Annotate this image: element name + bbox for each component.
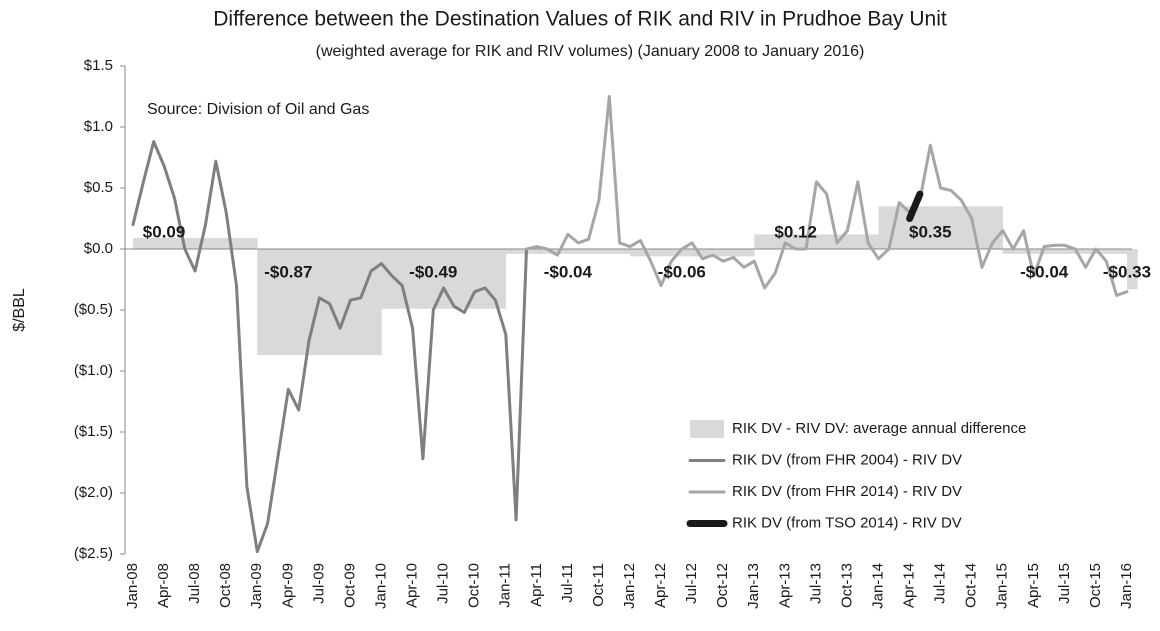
x-tick-label: Oct-08 — [217, 563, 234, 608]
y-tick-label: ($2.0) — [74, 484, 113, 501]
x-tick-label: Jul-10 — [435, 563, 452, 604]
line-series — [525, 95, 1129, 297]
data-label: $0.35 — [909, 222, 952, 241]
x-tick-label: Oct-11 — [590, 563, 607, 607]
x-tick-label: Jul-09 — [310, 563, 327, 604]
y-tick-label: ($0.5) — [74, 301, 113, 318]
data-label: -$0.33 — [1103, 262, 1151, 281]
x-tick-label: Jan-08 — [124, 563, 141, 609]
x-tick-label: Jul-14 — [932, 563, 949, 604]
legend-label: RIK DV - RIV DV: average annual differen… — [732, 420, 1026, 437]
x-tick-label: Apr-13 — [776, 563, 793, 608]
data-label: $0.09 — [143, 222, 186, 241]
y-tick-label: ($1.5) — [74, 423, 113, 440]
data-label: -$0.04 — [544, 262, 593, 281]
x-tick-label: Jan-13 — [745, 563, 762, 609]
x-tick-label: Oct-14 — [963, 563, 980, 608]
x-tick-label: Jan-14 — [869, 563, 886, 609]
x-tick-label: Jan-10 — [372, 563, 389, 609]
x-tick-label: Oct-15 — [1087, 563, 1104, 608]
source-note: Source: Division of Oil and Gas — [147, 101, 369, 118]
x-tick-label: Jan-09 — [248, 563, 265, 609]
y-tick-label: ($1.0) — [74, 362, 113, 379]
x-tick-label: Apr-08 — [155, 563, 172, 608]
x-tick-label: Jan-16 — [1118, 563, 1135, 609]
x-tick-label: Jul-08 — [186, 563, 203, 604]
legend-label: RIK DV (from FHR 2004) - RIV DV — [732, 451, 962, 468]
y-tick-label: $1.0 — [84, 118, 113, 135]
data-label: -$0.49 — [409, 262, 457, 281]
x-tick-label: Oct-13 — [838, 563, 855, 608]
x-tick-label: Jul-15 — [1056, 563, 1073, 604]
data-label: $0.12 — [774, 222, 817, 241]
x-tick-label: Oct-10 — [466, 563, 483, 608]
line-series — [131, 140, 528, 554]
x-tick-label: Oct-12 — [714, 563, 731, 608]
x-tick-label: Jan-15 — [994, 563, 1011, 609]
x-tick-label: Jan-11 — [497, 563, 514, 608]
y-axis-label: $/BBL — [11, 288, 28, 332]
x-tick-label: Apr-10 — [404, 563, 421, 608]
x-tick-label: Apr-09 — [279, 563, 296, 608]
y-tick-label: ($2.5) — [74, 545, 113, 562]
area-annual-difference — [133, 206, 1138, 356]
x-tick-label: Apr-11 — [528, 563, 545, 607]
data-label: -$0.87 — [264, 262, 312, 281]
data-label: -$0.04 — [1020, 262, 1069, 281]
y-tick-label: $0.5 — [84, 179, 113, 196]
x-tick-label: Jul-11 — [559, 563, 576, 603]
x-tick-label: Jan-12 — [621, 563, 638, 609]
legend-label: RIK DV (from TSO 2014) - RIV DV — [732, 514, 962, 531]
chart-subtitle: (weighted average for RIK and RIV volume… — [316, 43, 865, 60]
legend-label: RIK DV (from FHR 2014) - RIV DV — [732, 483, 962, 500]
line-series — [906, 190, 924, 222]
x-tick-label: Oct-09 — [341, 563, 358, 608]
legend-swatch — [690, 420, 724, 438]
data-label: -$0.06 — [658, 262, 706, 281]
y-tick-label: $0.0 — [84, 240, 113, 257]
x-tick-label: Apr-15 — [1025, 563, 1042, 608]
x-tick-label: Jul-12 — [683, 563, 700, 604]
y-tick-label: $1.5 — [84, 57, 113, 74]
chart-title: Difference between the Destination Value… — [213, 8, 947, 31]
x-tick-label: Jul-13 — [807, 563, 824, 604]
x-tick-label: Apr-14 — [901, 563, 918, 608]
x-tick-label: Apr-12 — [652, 563, 669, 608]
